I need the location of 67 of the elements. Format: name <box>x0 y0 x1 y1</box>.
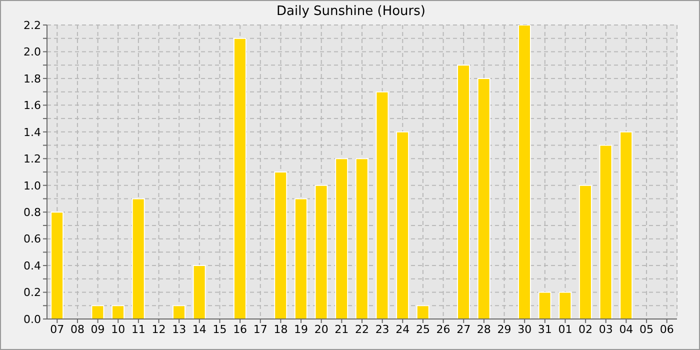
bar <box>599 144 612 319</box>
x-tick-label: 05 <box>640 322 654 336</box>
x-tick-label: 15 <box>212 322 227 336</box>
x-tick-label: 03 <box>598 322 613 336</box>
bar <box>538 292 552 319</box>
bar <box>477 78 490 319</box>
x-tick-label: 08 <box>70 322 84 336</box>
bar <box>294 198 308 319</box>
bar <box>396 131 410 319</box>
bar <box>620 131 633 319</box>
bar <box>172 305 186 319</box>
y-tick-label: 0.6 <box>24 232 41 246</box>
x-tick-label: 31 <box>538 322 552 336</box>
y-tick-label: 2.0 <box>24 46 41 59</box>
x-tick-label: 12 <box>152 322 166 336</box>
bar <box>335 158 348 319</box>
bar <box>416 305 430 319</box>
x-tick-label: 16 <box>233 322 248 336</box>
y-tick-label: 1.0 <box>24 179 41 192</box>
y-tick-label: 0.0 <box>24 312 41 326</box>
bar <box>274 172 288 319</box>
x-tick-label: 14 <box>192 322 206 336</box>
bar <box>112 305 125 319</box>
bar <box>91 305 104 319</box>
chart-title: Daily Sunshine (Hours) <box>276 4 426 19</box>
x-tick-label: 18 <box>274 322 288 336</box>
bar <box>355 158 368 319</box>
x-tick-label: 26 <box>436 322 450 336</box>
x-tick-label: 25 <box>416 322 430 336</box>
x-tick-label: 30 <box>518 322 532 336</box>
x-tick-label: 06 <box>660 322 674 336</box>
bar <box>314 184 328 319</box>
bar <box>558 292 572 319</box>
y-tick-label: 0.8 <box>24 206 41 219</box>
y-tick-label: 0.4 <box>24 259 41 272</box>
bar <box>192 265 206 319</box>
bar <box>50 212 64 319</box>
x-tick-label: 24 <box>396 322 410 336</box>
x-tick-label: 13 <box>172 322 186 336</box>
y-tick-label: 1.4 <box>24 126 41 139</box>
x-tick-label: 21 <box>334 322 349 336</box>
bar <box>376 91 389 319</box>
x-tick-label: 04 <box>619 322 634 336</box>
x-tick-label: 11 <box>131 322 146 336</box>
x-tick-label: 19 <box>294 322 308 336</box>
y-tick-label: 2.2 <box>24 18 41 32</box>
x-tick-label: 17 <box>253 322 268 336</box>
bar <box>518 25 531 319</box>
y-tick-label: 1.8 <box>24 72 41 86</box>
x-tick-label: 01 <box>558 322 572 336</box>
x-tick-label: 22 <box>355 322 369 336</box>
x-tick-label: 09 <box>90 322 105 336</box>
bar <box>132 198 145 319</box>
x-tick-label: 27 <box>456 322 471 336</box>
y-tick-label: 1.2 <box>24 152 41 166</box>
bar <box>233 38 246 319</box>
y-tick-label: 0.2 <box>24 286 41 300</box>
y-tick-label: 1.6 <box>24 99 41 112</box>
x-tick-label: 07 <box>50 322 64 336</box>
bar <box>457 64 470 319</box>
bar <box>578 184 592 319</box>
x-tick-label: 02 <box>578 322 593 336</box>
x-tick-label: 29 <box>497 322 512 336</box>
x-tick-label: 20 <box>314 322 328 336</box>
x-tick-label: 28 <box>476 322 491 336</box>
x-tick-label: 23 <box>375 322 390 336</box>
x-tick-label: 10 <box>111 322 126 336</box>
